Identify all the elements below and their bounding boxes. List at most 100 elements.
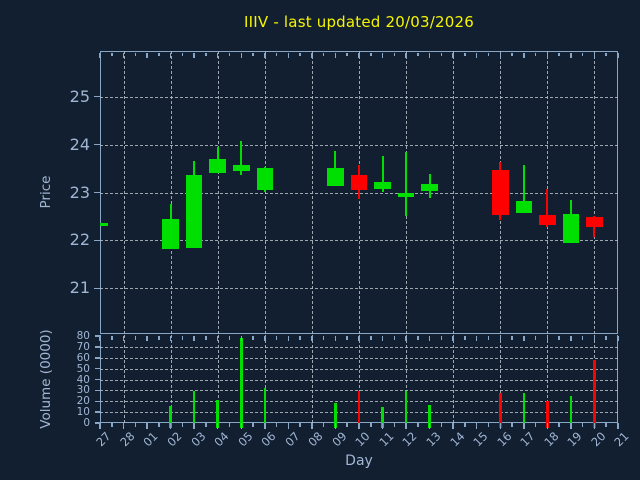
x-tick-label: 15 [470,429,491,450]
x-tick-bottom [464,423,466,427]
x-tick-bottom [475,423,478,429]
x-tick-bottom [311,423,313,429]
price-plot-layer [100,51,618,334]
price-axis-label: Price [38,175,54,209]
candle-body [327,167,344,187]
x-tick-bottom [558,423,560,427]
x-tick-bottom [523,423,525,429]
candle-body [492,170,509,216]
x-tick-label: 13 [423,429,444,450]
day-axis-label: Day [345,453,373,469]
x-tick-bottom [134,423,137,427]
volume-axis-label: Volume (0000) [38,329,54,429]
x-tick-label: 11 [376,429,397,450]
x-tick-bottom [570,423,572,429]
x-tick-bottom [581,423,584,427]
x-tick-bottom [546,423,549,429]
volume-gridline-vertical [500,334,502,423]
candle-wick [546,189,549,227]
volume-tick-label: 50 [76,362,90,375]
volume-gridline-vertical [547,334,549,423]
x-tick-bottom [264,423,266,429]
x-tick-bottom [358,423,360,429]
candle-wick [405,151,408,217]
x-tick-bottom [146,423,148,429]
volume-gridline-vertical [406,334,408,423]
x-tick-bottom [158,423,160,427]
volume-tick-label: 20 [76,395,90,408]
x-tick-label: 01 [140,429,161,450]
price-gridline-vertical [217,51,219,334]
x-tick-bottom [216,423,219,429]
x-tick-bottom [169,423,172,429]
volume-tick-label: 70 [76,340,90,353]
x-tick-label: 06 [258,429,279,450]
price-gridline-vertical [453,51,455,334]
candle-wick [240,141,243,176]
x-tick-label: 05 [234,429,256,450]
volume-gridline-vertical [217,334,219,423]
x-tick-bottom [487,423,490,427]
candle-wick [522,164,525,213]
x-tick-bottom [417,423,419,427]
volume-plot-layer [100,334,618,423]
x-tick-bottom [534,423,537,427]
volume-tick-label: 40 [76,373,90,386]
x-tick-bottom [205,423,207,427]
volume-tick-label: 0 [83,416,90,429]
x-tick-bottom [252,423,254,427]
x-tick-label: 12 [399,429,420,450]
x-tick-bottom [405,423,407,429]
x-tick-bottom [511,423,513,427]
candle-body [562,214,580,244]
candle-body [539,215,556,225]
x-tick-bottom [370,423,372,427]
x-tick-label: 02 [164,429,185,450]
x-tick-label: 19 [564,429,585,450]
candle-body [256,168,274,190]
price-gridline-vertical [123,51,125,334]
volume-gridline-vertical [311,334,313,423]
x-tick-bottom [240,423,243,429]
price-tick-label: 23 [69,182,90,202]
volume-gridline-vertical [359,334,360,423]
x-tick-bottom [617,423,619,429]
x-tick-bottom [99,423,101,429]
price-tick-label: 21 [69,278,90,298]
candle-wick [381,156,384,193]
x-tick-bottom [452,423,454,429]
candle-body [350,174,368,190]
x-tick-bottom [299,423,301,427]
x-tick-label: 04 [211,429,232,450]
price-gridline-vertical [264,51,266,334]
x-tick-bottom [287,423,290,429]
x-tick-bottom [322,423,325,427]
x-tick-bottom [275,423,278,427]
x-tick-bottom [428,423,431,429]
price-gridline-vertical [170,51,172,334]
candle-body [162,218,179,249]
candle-body [233,164,250,172]
x-tick-bottom [346,423,348,427]
candle-body [100,223,109,226]
price-gridline-vertical [594,51,596,334]
candle-body [586,216,603,227]
x-tick-bottom [228,423,231,427]
volume-tick-label: 30 [76,384,90,397]
candle-body [209,158,226,174]
volume-gridline-vertical [123,334,125,423]
candle-body [397,192,415,198]
x-tick-label: 17 [517,429,538,450]
x-tick-bottom [381,423,384,429]
x-tick-label: 03 [187,429,209,450]
x-tick-label: 10 [352,429,373,450]
x-tick-label: 27 [93,429,114,450]
price-tick-label: 24 [69,134,90,154]
x-tick-label: 14 [446,429,468,450]
volume-gridline-vertical [453,334,455,423]
x-tick-bottom [122,423,125,429]
price-gridline-vertical [311,51,313,334]
volume-gridline-vertical [594,334,596,423]
x-tick-bottom [605,423,607,427]
x-tick-bottom [499,423,502,429]
